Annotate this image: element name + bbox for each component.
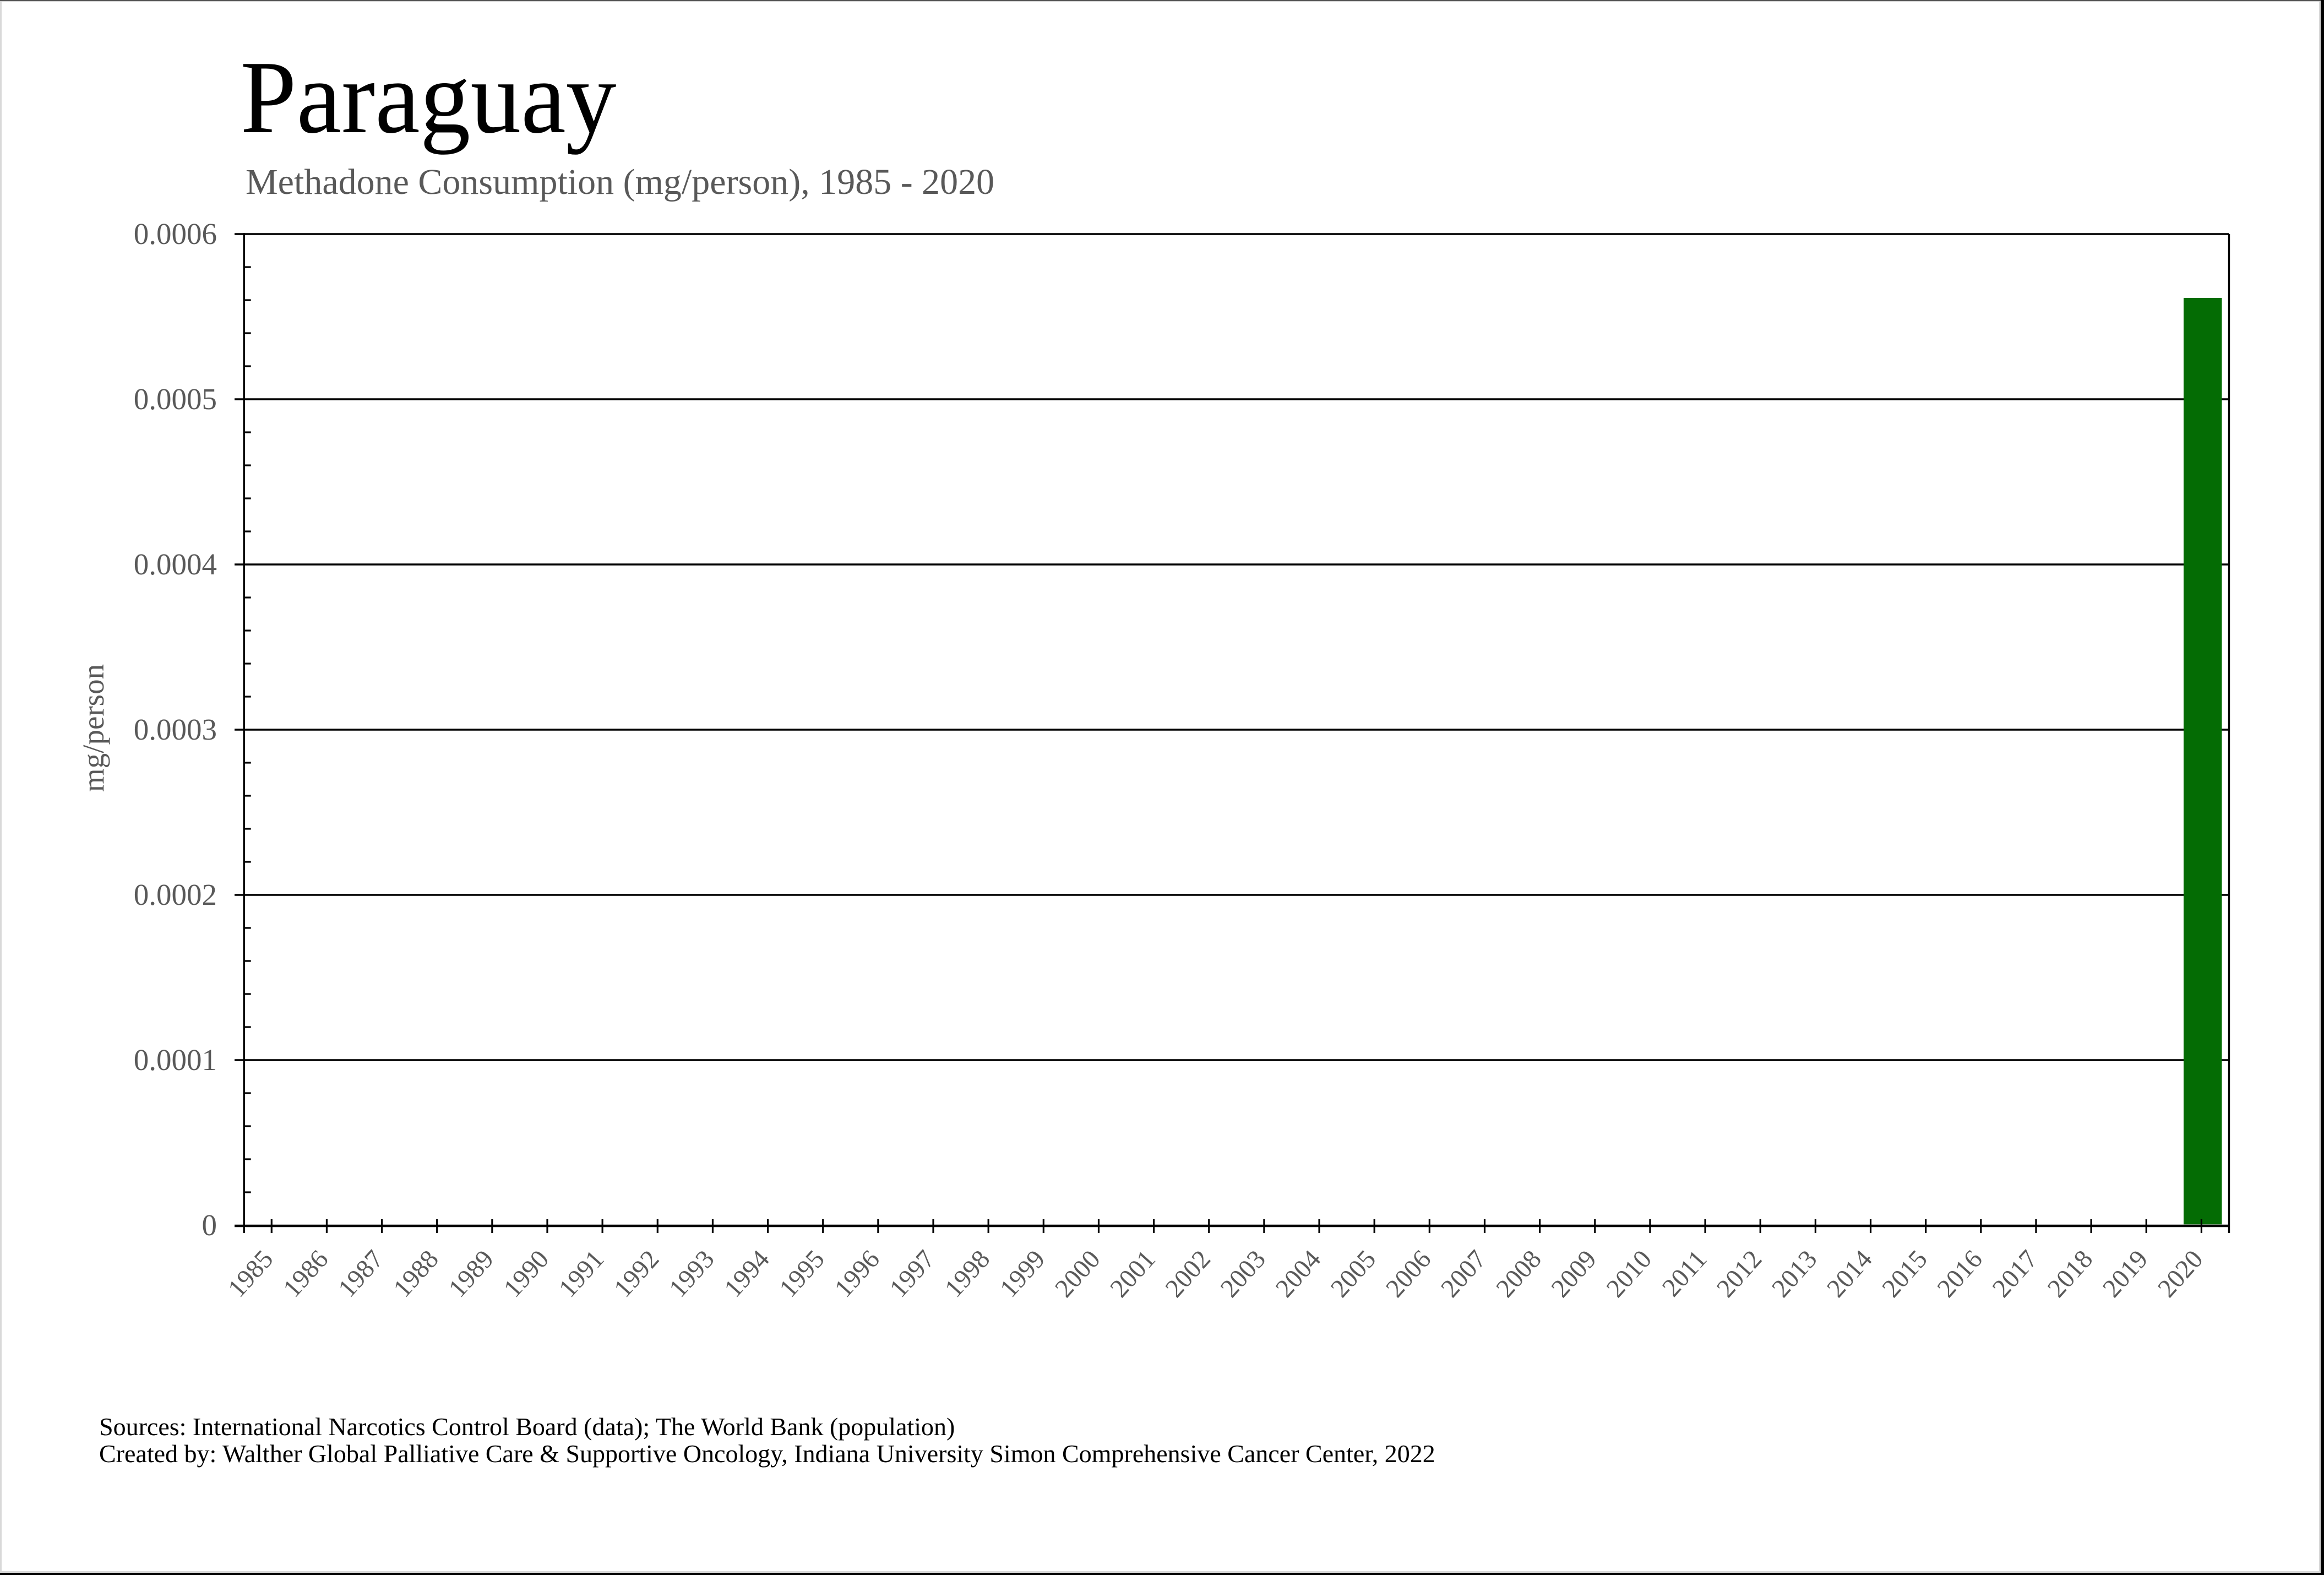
- svg-text:2006: 2006: [1380, 1245, 1436, 1303]
- svg-text:1988: 1988: [388, 1245, 444, 1303]
- svg-text:2005: 2005: [1325, 1245, 1381, 1303]
- svg-text:2004: 2004: [1270, 1245, 1326, 1303]
- svg-text:2019: 2019: [2097, 1245, 2153, 1303]
- svg-text:2012: 2012: [1711, 1245, 1767, 1303]
- svg-text:0.0004: 0.0004: [134, 547, 217, 581]
- svg-text:2001: 2001: [1105, 1245, 1161, 1303]
- svg-text:2014: 2014: [1821, 1245, 1877, 1303]
- svg-text:0.0005: 0.0005: [134, 382, 217, 416]
- svg-text:1998: 1998: [939, 1245, 995, 1303]
- svg-text:2016: 2016: [1932, 1245, 1988, 1303]
- svg-text:Paraguay: Paraguay: [241, 40, 617, 155]
- svg-text:0.0001: 0.0001: [134, 1043, 217, 1077]
- svg-text:2002: 2002: [1160, 1245, 1216, 1303]
- svg-text:1993: 1993: [663, 1245, 720, 1303]
- svg-text:2008: 2008: [1491, 1245, 1547, 1303]
- svg-text:1987: 1987: [333, 1245, 389, 1303]
- svg-text:1999: 1999: [994, 1245, 1051, 1303]
- svg-text:Sources: International Narcoti: Sources: International Narcotics Control…: [99, 1413, 955, 1441]
- svg-text:2003: 2003: [1215, 1245, 1271, 1303]
- svg-text:2015: 2015: [1877, 1245, 1933, 1303]
- svg-text:1992: 1992: [608, 1245, 665, 1303]
- svg-text:2007: 2007: [1435, 1245, 1492, 1303]
- svg-text:2013: 2013: [1766, 1245, 1822, 1303]
- svg-text:1985: 1985: [222, 1245, 279, 1303]
- svg-text:2009: 2009: [1546, 1245, 1602, 1303]
- svg-text:0.0003: 0.0003: [134, 713, 217, 746]
- svg-text:0: 0: [202, 1208, 217, 1242]
- svg-text:2011: 2011: [1657, 1245, 1712, 1302]
- svg-text:1994: 1994: [719, 1245, 775, 1303]
- svg-text:1997: 1997: [884, 1245, 940, 1303]
- svg-text:1990: 1990: [498, 1245, 554, 1303]
- svg-text:2010: 2010: [1601, 1245, 1657, 1303]
- svg-text:0.0002: 0.0002: [134, 878, 217, 911]
- svg-text:1991: 1991: [553, 1245, 609, 1303]
- svg-text:Created by: Walther Global Pal: Created by: Walther Global Palliative Ca…: [99, 1440, 1435, 1468]
- svg-text:2017: 2017: [1987, 1245, 2043, 1303]
- svg-text:1986: 1986: [277, 1245, 334, 1303]
- svg-text:1996: 1996: [829, 1245, 885, 1303]
- svg-text:2020: 2020: [2152, 1245, 2208, 1303]
- svg-text:2000: 2000: [1049, 1245, 1106, 1303]
- svg-text:2018: 2018: [2042, 1245, 2098, 1303]
- svg-text:Methadone Consumption (mg/pers: Methadone Consumption (mg/person), 1985 …: [246, 162, 994, 202]
- svg-text:1989: 1989: [443, 1245, 499, 1303]
- svg-text:1995: 1995: [774, 1245, 830, 1303]
- svg-text:mg/person: mg/person: [77, 664, 110, 792]
- svg-text:0.0006: 0.0006: [134, 217, 217, 251]
